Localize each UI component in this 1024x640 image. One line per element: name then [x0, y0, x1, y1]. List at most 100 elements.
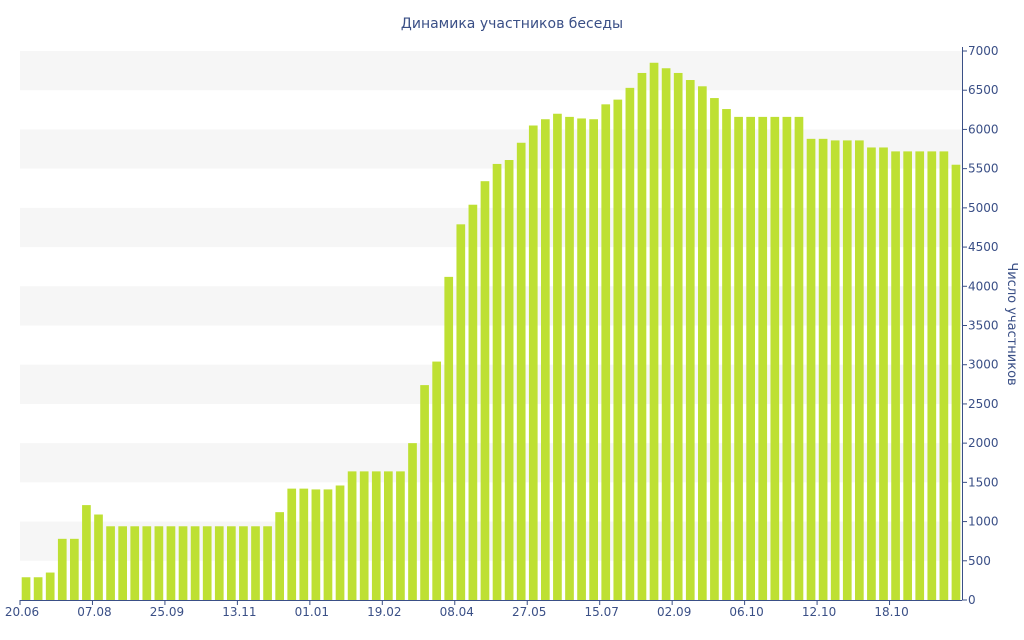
bar [21, 577, 31, 600]
bar [649, 62, 659, 601]
bar [492, 163, 502, 601]
x-tick-label: 25.09 [150, 605, 184, 619]
x-tick-label: 08.04 [440, 605, 474, 619]
grid-band [20, 129, 962, 169]
bar [166, 526, 176, 600]
bar [190, 526, 200, 600]
bar [82, 505, 91, 600]
bar [673, 72, 683, 600]
bar [57, 538, 67, 600]
bar [335, 485, 345, 600]
bar [444, 276, 454, 600]
bar [927, 151, 937, 601]
x-tick-label: 27.05 [512, 605, 546, 619]
y-tick-label: 5000 [968, 201, 999, 215]
bar [299, 488, 309, 600]
bar [432, 361, 442, 600]
y-axis-label: Число участников [1004, 262, 1019, 385]
grid-band [20, 521, 962, 561]
bar [625, 87, 635, 600]
bar [903, 151, 913, 601]
grid-band [20, 364, 962, 404]
y-tick-label: 1500 [968, 475, 999, 489]
bar [867, 147, 876, 600]
bar [251, 526, 260, 600]
bar [697, 86, 707, 601]
bar [951, 164, 961, 600]
bar [818, 138, 828, 600]
bar [226, 526, 236, 600]
bar [685, 80, 695, 601]
bar [480, 181, 490, 601]
y-tick-label: 3500 [968, 319, 999, 333]
x-tick-label: 19.02 [367, 605, 401, 619]
bars [21, 62, 961, 601]
bar [782, 116, 792, 600]
grid-band [20, 207, 962, 248]
y-tick-label: 1000 [968, 515, 999, 529]
x-tick-label: 13.11 [222, 605, 256, 619]
bar [806, 138, 816, 600]
bar [830, 140, 840, 600]
x-axis: 20.06 07.08 25.09 13.11 01.01 19.02 08.04 27.05… [5, 600, 909, 619]
x-tick-label: 12.10 [802, 605, 836, 619]
y-tick-label: 6500 [968, 83, 999, 97]
bar [661, 68, 671, 601]
bar [371, 471, 381, 600]
grid-band [20, 51, 962, 91]
bar [746, 116, 756, 600]
x-tick-label: 07.08 [77, 605, 111, 619]
bar [347, 471, 357, 600]
bar [879, 147, 888, 600]
bar [69, 538, 79, 600]
bar [420, 385, 429, 600]
bar [770, 116, 780, 600]
bar [577, 118, 586, 600]
bar [359, 471, 369, 600]
bar [323, 489, 333, 600]
x-tick-label: 01.01 [295, 605, 329, 619]
bar [516, 142, 526, 601]
bar [202, 526, 212, 600]
bar [287, 488, 297, 600]
y-tick-label: 0 [968, 593, 976, 607]
bar [504, 160, 514, 600]
bar [589, 119, 599, 601]
y-tick-label: 3000 [968, 358, 999, 372]
x-tick-label: 02.09 [657, 605, 691, 619]
y-tick-label: 4000 [968, 279, 999, 293]
x-tick-label: 15.07 [585, 605, 619, 619]
bar [106, 526, 115, 600]
bar [540, 119, 550, 601]
bar [214, 526, 224, 600]
bar [408, 443, 417, 600]
bar [178, 526, 188, 600]
bar [939, 151, 949, 601]
bar [239, 526, 248, 600]
bar [842, 140, 852, 600]
bar [45, 572, 55, 600]
bar [94, 514, 103, 600]
bar [553, 113, 562, 600]
bar [734, 116, 743, 600]
x-tick-label: 06.10 [729, 605, 763, 619]
y-tick-label: 4500 [968, 240, 999, 254]
bar [528, 125, 538, 600]
y-tick-label: 5500 [968, 162, 999, 176]
x-tick-label: 20.06 [5, 605, 39, 619]
bar [565, 116, 574, 600]
bar [613, 99, 623, 600]
grid-bands [20, 51, 962, 561]
bar [456, 224, 466, 600]
bar [637, 72, 647, 600]
bar [33, 577, 43, 600]
grid-band [20, 443, 962, 483]
bar [130, 526, 140, 600]
bar [142, 526, 152, 600]
y-axis: 0 500 1000 1500 2000 2500 3000 3500 4000 4500 5000… [962, 44, 999, 607]
bar [468, 204, 478, 600]
bar [854, 140, 864, 600]
bar [710, 98, 719, 601]
x-tick-label: 18.10 [874, 605, 908, 619]
